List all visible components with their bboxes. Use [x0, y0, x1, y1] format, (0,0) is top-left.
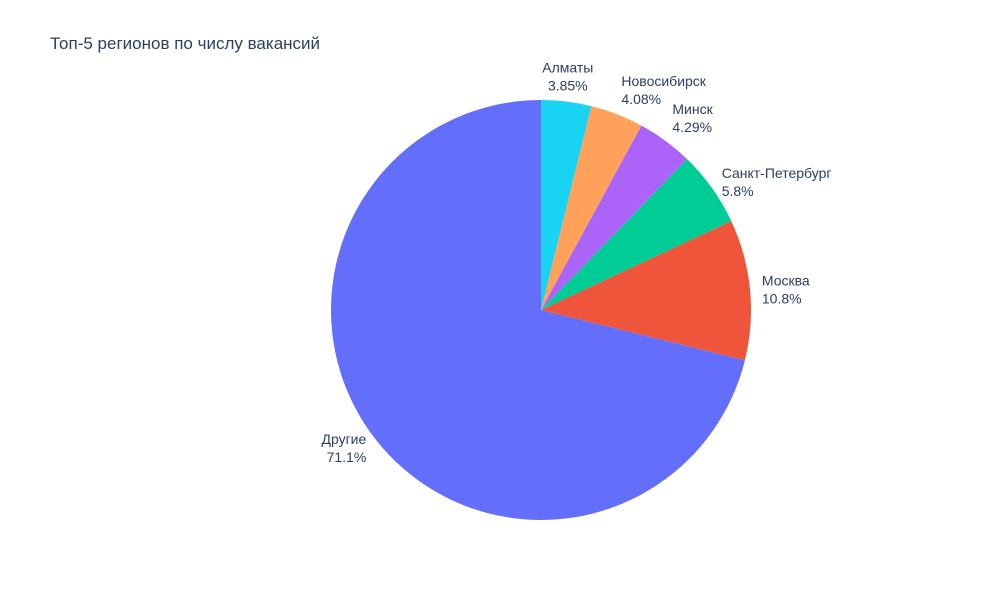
- pie-slice[interactable]: [541, 159, 732, 310]
- pie-slice[interactable]: [541, 125, 687, 310]
- slice-label: Санкт-Петербург 5.8%: [722, 165, 832, 199]
- slice-label: Новосибирск 4.08%: [621, 73, 706, 107]
- slice-label-percent: 4.08%: [621, 91, 661, 107]
- pie-slices: [331, 100, 752, 520]
- slice-label-percent: 10.8%: [762, 290, 802, 306]
- slice-label-percent: 3.85%: [548, 78, 588, 94]
- slice-label-name: Санкт-Петербург: [722, 165, 832, 181]
- pie-slice[interactable]: [541, 221, 752, 361]
- slice-label-name: Минск: [672, 101, 713, 117]
- slice-label-name: Новосибирск: [621, 73, 706, 89]
- pie-slice[interactable]: [331, 100, 745, 520]
- pie-labels: Другие 71.1% Москва 10.8% Санкт-Петербург 5.8…: [321, 60, 831, 465]
- slice-label-name: Алматы: [542, 60, 593, 76]
- slice-label-percent: 5.8%: [722, 183, 754, 199]
- slice-label-percent: 71.1%: [327, 449, 367, 465]
- slice-label: Другие 71.1%: [321, 431, 366, 465]
- slice-label: Минск 4.29%: [672, 101, 713, 135]
- slice-label-percent: 4.29%: [672, 119, 712, 135]
- pie-slice[interactable]: [541, 100, 592, 310]
- slice-label: Москва 10.8%: [762, 272, 810, 306]
- slice-label: Алматы 3.85%: [542, 60, 593, 94]
- chart-title: Топ-5 регионов по числу вакансий: [50, 34, 321, 53]
- slice-label-name: Другие: [321, 431, 366, 447]
- pie-slice[interactable]: [541, 106, 642, 311]
- slice-label-name: Москва: [762, 272, 810, 288]
